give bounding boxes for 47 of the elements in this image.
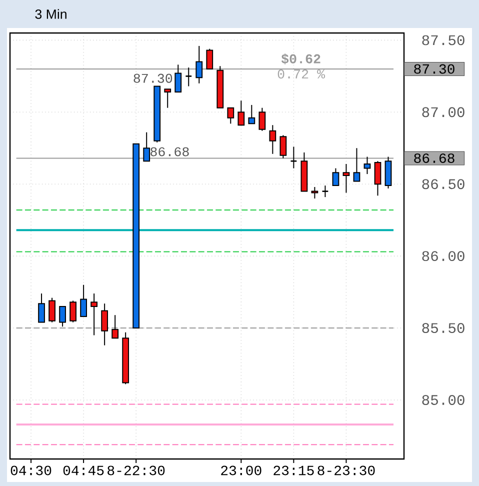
candlestick [290, 146, 298, 169]
candlestick [342, 163, 350, 194]
candlestick [269, 124, 276, 154]
candlestick [80, 284, 87, 318]
y-tick-label: 85.50 [422, 323, 464, 334]
x-tick-label: 04:45 [63, 466, 104, 476]
annotation: $0.62 [281, 53, 320, 64]
ref-line-label: 86.68 [414, 153, 454, 163]
annotation: 86.68 [150, 147, 189, 156]
y-tick-label: 85.00 [422, 395, 464, 405]
candlestick [248, 104, 256, 124]
y-tick-label: 87.00 [422, 107, 464, 118]
x-tick-label: 8-23:30 [318, 466, 375, 476]
candlestick [185, 67, 192, 87]
candlestick [112, 314, 119, 339]
candlestick [70, 300, 76, 323]
candlestick [143, 132, 150, 162]
candlestick [227, 107, 234, 124]
candlestick [206, 48, 214, 70]
candlestick [164, 88, 172, 108]
candlestick [174, 64, 182, 93]
candlestick [90, 292, 98, 336]
candlestick [101, 303, 108, 346]
candlestick [374, 160, 382, 196]
candlestick [238, 100, 245, 126]
x-tick-label: 23:00 [221, 466, 262, 476]
candlestick [38, 292, 45, 323]
x-tick-label: 23:15 [274, 466, 314, 476]
y-tick-label: 86.00 [422, 251, 464, 262]
candlestick [258, 107, 266, 132]
candlestick [353, 148, 360, 182]
candlestick [311, 186, 318, 200]
candlestick [332, 168, 340, 186]
x-tick-label: 04:30 [10, 466, 52, 476]
ref-line-label: 87.30 [414, 64, 454, 74]
candlestick [322, 185, 329, 198]
candlestick [48, 297, 56, 323]
candlestick [59, 306, 66, 328]
chart-title: 3 Min [35, 9, 66, 19]
y-tick-label: 87.50 [422, 35, 464, 46]
candlestick [196, 45, 203, 84]
x-tick-label: 8-22:30 [108, 466, 165, 476]
candlestick [280, 134, 287, 159]
y-tick-label: 86.50 [422, 179, 464, 190]
annotation: 0.72 % [278, 69, 326, 79]
candlestick [364, 156, 371, 175]
annotation: 87.30 [134, 74, 172, 83]
